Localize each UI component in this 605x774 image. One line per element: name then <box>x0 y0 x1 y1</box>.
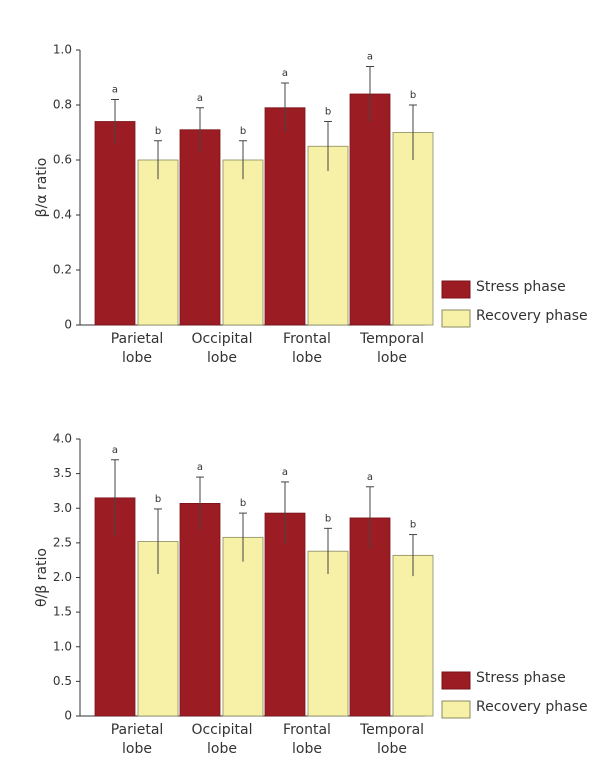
bar <box>349 517 391 717</box>
bar <box>307 550 349 717</box>
y-tick-label: 4.0 <box>53 432 72 446</box>
annotation: b <box>240 126 246 137</box>
bar <box>94 121 136 326</box>
y-tick-label: 0.5 <box>53 674 72 688</box>
x-tick-label: Frontal lobe <box>283 722 331 757</box>
bar <box>264 512 306 717</box>
x-tick-label: Temporal lobe <box>359 331 425 366</box>
y-tick-label: 2.5 <box>53 535 72 549</box>
annotation: b <box>155 494 161 505</box>
x-tick-label: Frontal lobe <box>283 331 331 366</box>
y-tick-label: 1.5 <box>53 605 72 619</box>
bar <box>392 132 434 326</box>
annotation: a <box>367 472 373 483</box>
bar <box>264 107 306 326</box>
legend-swatch <box>441 700 471 719</box>
y-tick-label: 0.8 <box>53 98 72 112</box>
y-tick-label: 2.0 <box>53 570 72 584</box>
legend-swatch <box>441 309 471 328</box>
legend-label: Recovery phase <box>476 699 588 715</box>
annotation: a <box>282 467 288 478</box>
bar <box>137 159 179 326</box>
annotation: b <box>410 90 416 101</box>
y-tick-label: 0.2 <box>53 263 72 277</box>
y-tick-label: 0.4 <box>53 208 72 222</box>
legend-swatch <box>441 280 471 299</box>
y-axis-label: θ/β ratio <box>34 548 50 607</box>
bar <box>307 145 349 326</box>
legend-swatch <box>441 671 471 690</box>
bar <box>179 129 221 326</box>
legend-label: Stress phase <box>476 670 566 686</box>
legend-label: Recovery phase <box>476 308 588 324</box>
y-tick-label: 3.0 <box>53 501 72 515</box>
y-tick-label: 0 <box>64 709 72 723</box>
annotation: b <box>325 107 331 118</box>
y-tick-label: 0.6 <box>53 153 72 167</box>
y-tick-label: 1.0 <box>53 639 72 653</box>
y-axis-label: β/α ratio <box>34 158 50 218</box>
y-tick-label: 3.5 <box>53 466 72 480</box>
annotation: a <box>197 462 203 473</box>
annotation: a <box>197 93 203 104</box>
bar <box>392 554 434 717</box>
annotation: b <box>155 126 161 137</box>
legend-label: Stress phase <box>476 279 566 295</box>
bar <box>349 93 391 326</box>
bar <box>179 503 221 717</box>
annotation: a <box>282 68 288 79</box>
annotation: b <box>325 513 331 524</box>
annotation: a <box>112 445 118 456</box>
annotation: b <box>240 498 246 509</box>
bar <box>222 159 264 326</box>
y-tick-label: 1.0 <box>53 43 72 57</box>
y-tick-label: 0 <box>64 318 72 332</box>
x-tick-label: Temporal lobe <box>359 722 425 757</box>
annotation: a <box>112 85 118 96</box>
x-tick-label: Parietal lobe <box>110 722 164 757</box>
annotation: b <box>410 520 416 531</box>
x-tick-label: Occipital lobe <box>191 722 253 757</box>
annotation: a <box>367 52 373 63</box>
bar <box>222 536 264 717</box>
x-tick-label: Occipital lobe <box>191 331 253 366</box>
x-tick-label: Parietal lobe <box>110 331 164 366</box>
